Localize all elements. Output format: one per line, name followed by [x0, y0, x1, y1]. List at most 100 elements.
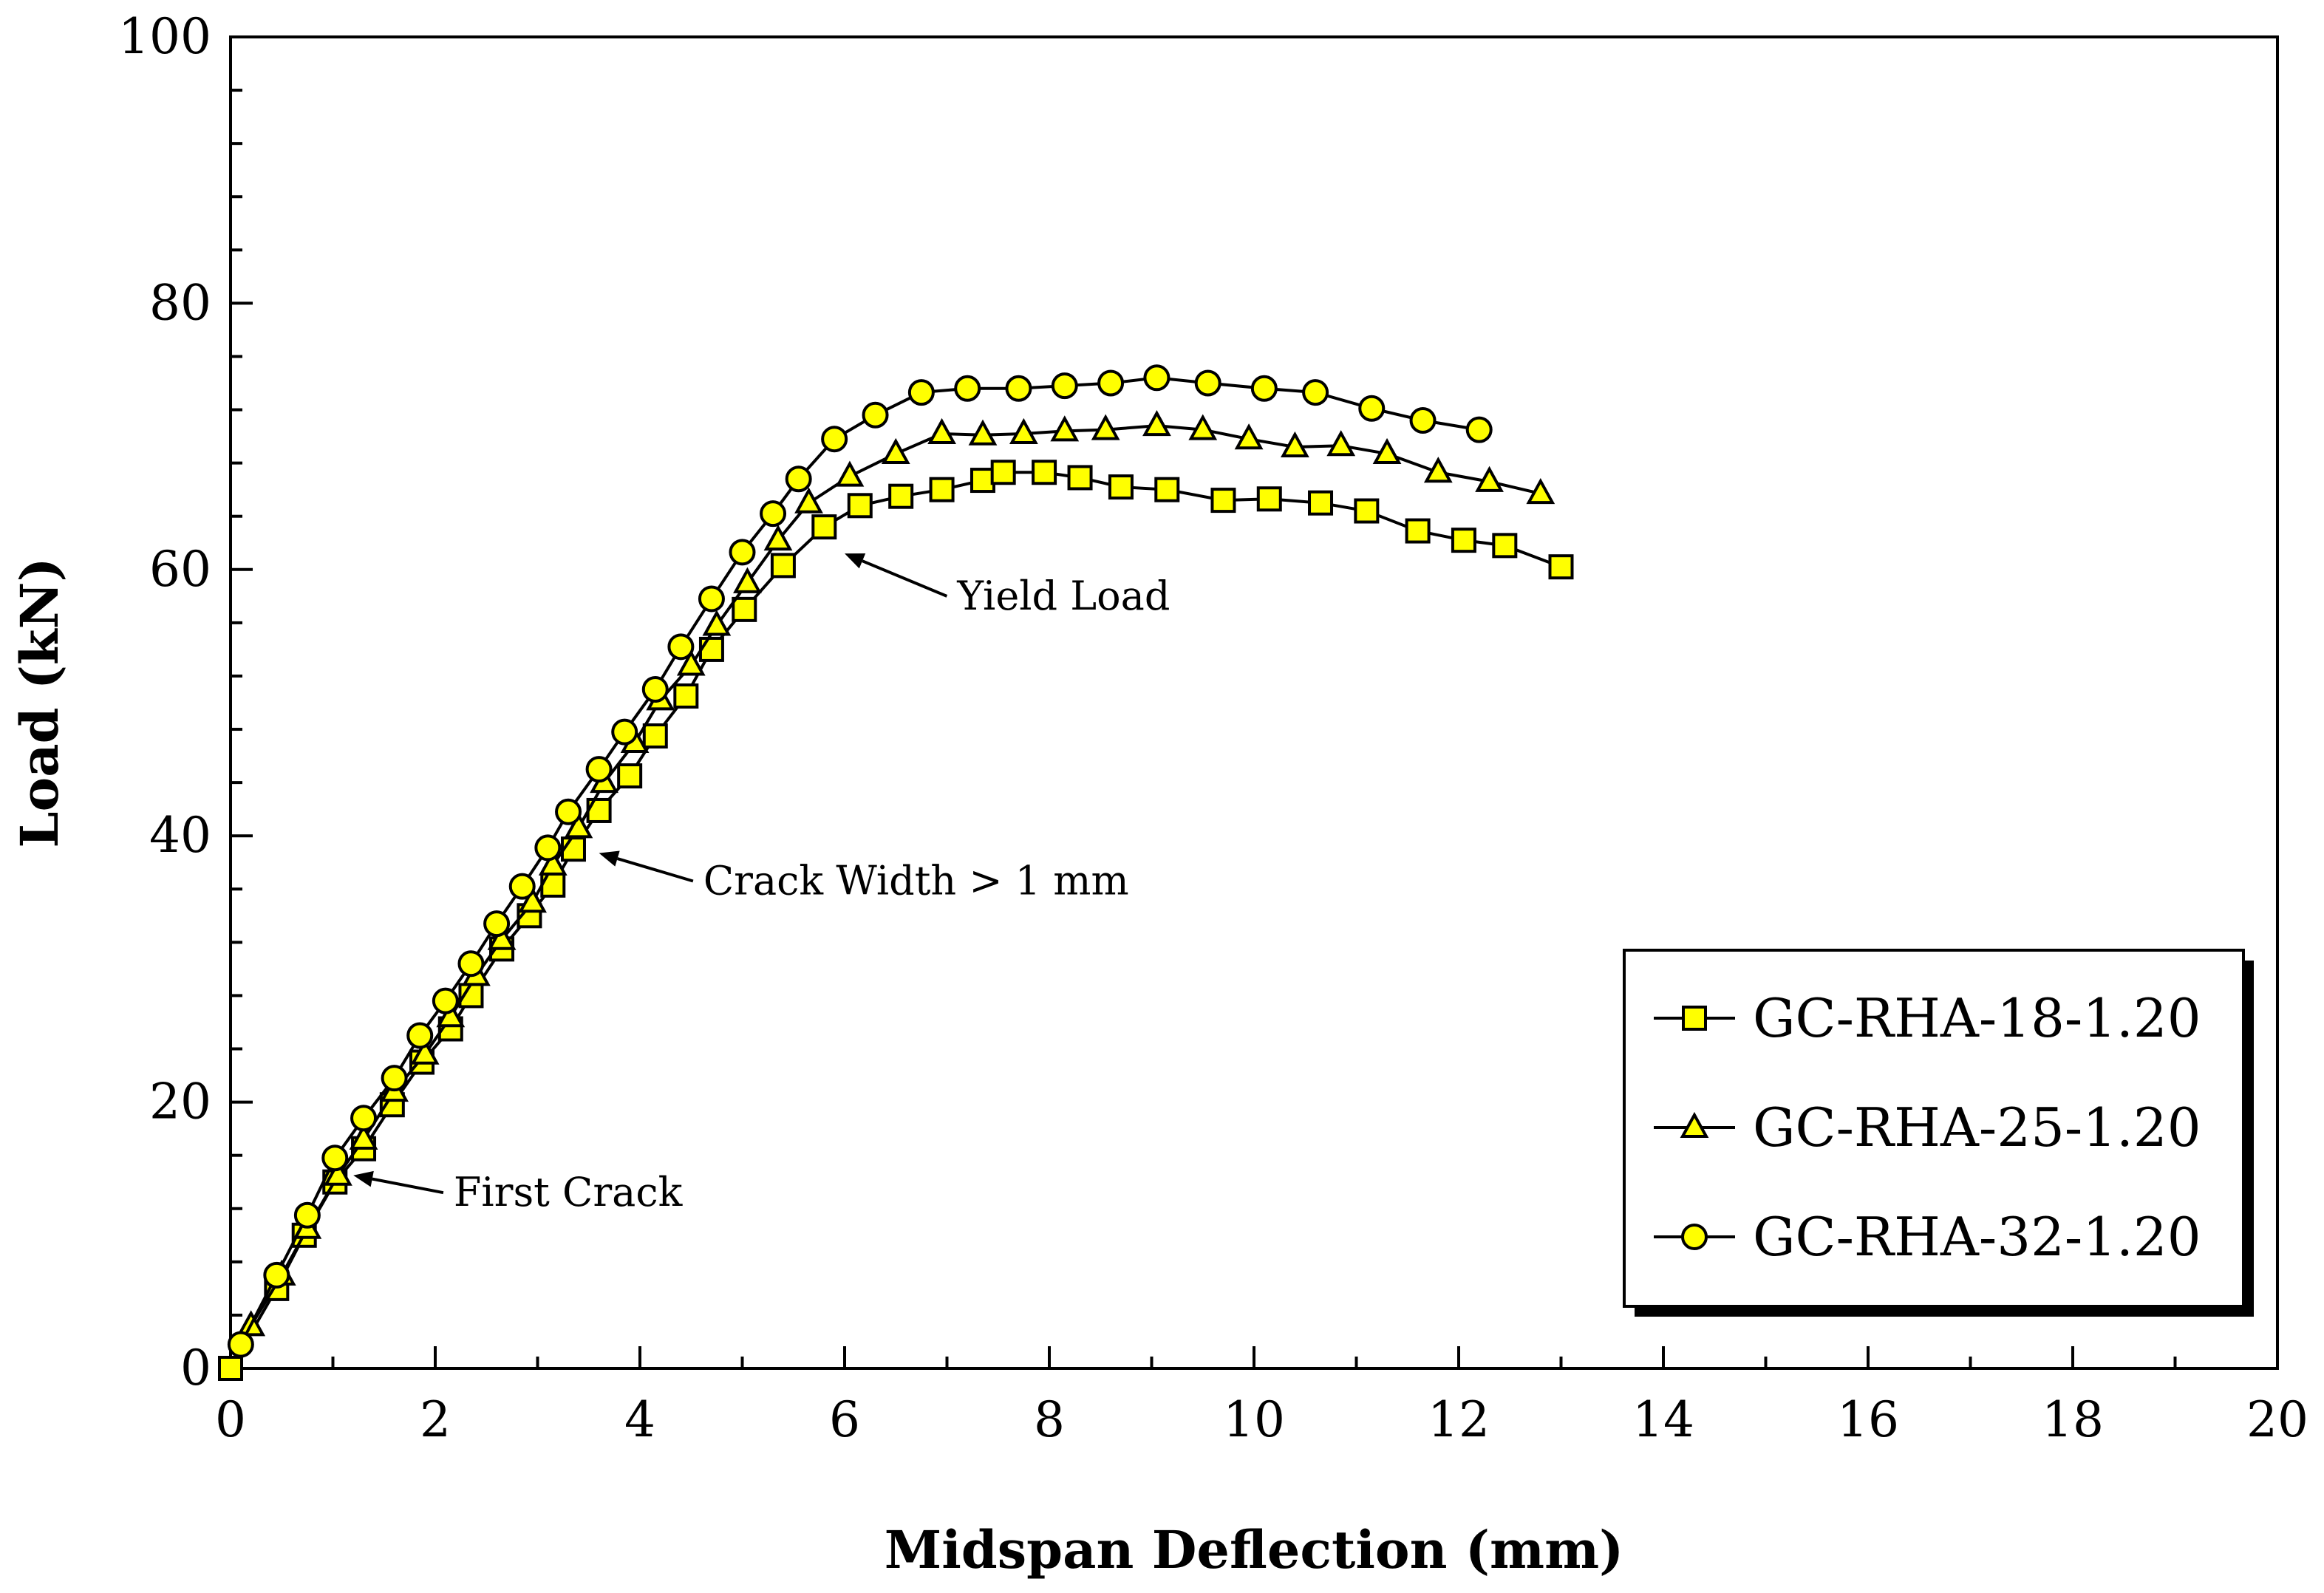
legend-label: GC-RHA-25-1.20	[1753, 1096, 2201, 1159]
data-point	[1526, 477, 1555, 505]
y-tick-label: 60	[149, 541, 211, 598]
data-point	[1423, 457, 1453, 483]
data-point	[1250, 375, 1278, 402]
data-point	[785, 465, 812, 493]
data-point	[1051, 372, 1078, 400]
data-point	[1302, 379, 1329, 406]
data-point	[1188, 414, 1218, 440]
data-point	[1091, 414, 1120, 440]
data-point	[483, 910, 511, 938]
data-point	[1465, 416, 1493, 443]
data-point	[835, 460, 865, 487]
legend-entry: GC-RHA-18-1.20	[1654, 987, 2201, 1049]
x-axis-title: Midspan Deflection (mm)	[885, 1519, 1624, 1580]
data-point	[564, 812, 593, 839]
data-point	[847, 493, 873, 519]
data-point	[698, 636, 724, 662]
data-point	[667, 633, 695, 661]
data-point	[1409, 406, 1437, 434]
data-point	[410, 1038, 440, 1065]
data-point	[733, 567, 762, 593]
series-layer	[218, 364, 1574, 1381]
data-point	[406, 1022, 434, 1049]
x-tick-label: 0	[215, 1391, 246, 1448]
data-point	[673, 683, 699, 709]
data-point	[518, 887, 547, 913]
data-point	[1143, 364, 1170, 392]
data-point	[1194, 369, 1221, 397]
annotation-arrow-line	[372, 1177, 444, 1195]
data-point	[888, 483, 914, 509]
data-point	[1372, 437, 1402, 465]
data-point	[457, 950, 485, 978]
data-point	[1548, 554, 1574, 580]
annotation-arrow-line	[862, 559, 948, 598]
legend: GC-RHA-18-1.20 GC-RHA-25-1.20 GC-RHA-32-1.…	[1623, 949, 2254, 1317]
x-tick-label: 4	[624, 1391, 655, 1448]
data-point	[1354, 498, 1380, 524]
data-point	[263, 1261, 290, 1289]
annotation-label: Yield Load	[956, 573, 1170, 619]
annotation-arrow-head	[599, 850, 620, 867]
data-point	[770, 553, 796, 579]
data-point	[436, 1001, 466, 1028]
legend-marker	[1680, 1111, 1709, 1138]
x-tick-label: 8	[1034, 1391, 1065, 1448]
data-point	[1154, 477, 1180, 502]
data-point	[227, 1331, 254, 1358]
data-point	[508, 873, 536, 900]
data-point	[1281, 431, 1309, 458]
x-tick-label: 10	[1223, 1391, 1285, 1448]
x-tick-label: 18	[2042, 1391, 2104, 1448]
data-point	[811, 514, 837, 540]
y-tick-label: 20	[149, 1074, 211, 1130]
legend-label: GC-RHA-18-1.20	[1753, 987, 2201, 1049]
data-point	[1210, 488, 1236, 514]
data-point	[990, 460, 1016, 485]
data-point	[732, 596, 757, 622]
legend-label: GC-RHA-32-1.20	[1753, 1206, 2201, 1268]
data-point	[350, 1105, 378, 1132]
legend-entry: GC-RHA-25-1.20	[1654, 1096, 2201, 1159]
data-point	[534, 834, 562, 862]
data-point	[729, 539, 756, 566]
data-point	[381, 1065, 408, 1092]
annotations: First Crack Crack Width > 1 mm Yield Load	[353, 553, 1170, 1215]
data-point	[1108, 474, 1134, 500]
data-point	[1451, 528, 1476, 553]
data-point	[617, 763, 643, 789]
legend-marker	[1681, 1224, 1708, 1250]
data-point	[927, 417, 956, 444]
data-point	[881, 437, 910, 465]
data-point	[321, 1145, 349, 1172]
legend-items: GC-RHA-18-1.20 GC-RHA-25-1.20 GC-RHA-32-1.…	[1654, 987, 2201, 1268]
annotation-arrow-head	[353, 1170, 374, 1187]
data-point	[954, 375, 981, 402]
data-point	[1405, 518, 1431, 544]
data-point	[585, 756, 613, 783]
data-point	[970, 468, 995, 494]
x-tick-label: 12	[1428, 1391, 1490, 1448]
data-point	[432, 987, 459, 1014]
series-GC-RHA-32-1.20	[227, 364, 1493, 1358]
data-point	[1009, 417, 1038, 444]
legend-entry: GC-RHA-32-1.20	[1654, 1206, 2201, 1268]
data-point	[1256, 486, 1282, 512]
data-point	[794, 487, 823, 514]
data-point	[349, 1123, 378, 1150]
data-point	[1308, 490, 1334, 516]
data-point	[821, 426, 848, 453]
data-point	[611, 718, 638, 746]
data-point	[929, 477, 955, 502]
legend-marker	[1682, 1006, 1707, 1031]
x-tick-label: 14	[1632, 1391, 1694, 1448]
data-point	[1097, 369, 1125, 397]
data-point	[1067, 465, 1093, 491]
y-tick-label: 80	[149, 274, 211, 331]
data-point	[907, 379, 935, 406]
data-point	[324, 1159, 352, 1186]
annotation-arrow-line	[616, 857, 694, 883]
data-point	[555, 798, 582, 825]
x-tick-label: 16	[1837, 1391, 1899, 1448]
